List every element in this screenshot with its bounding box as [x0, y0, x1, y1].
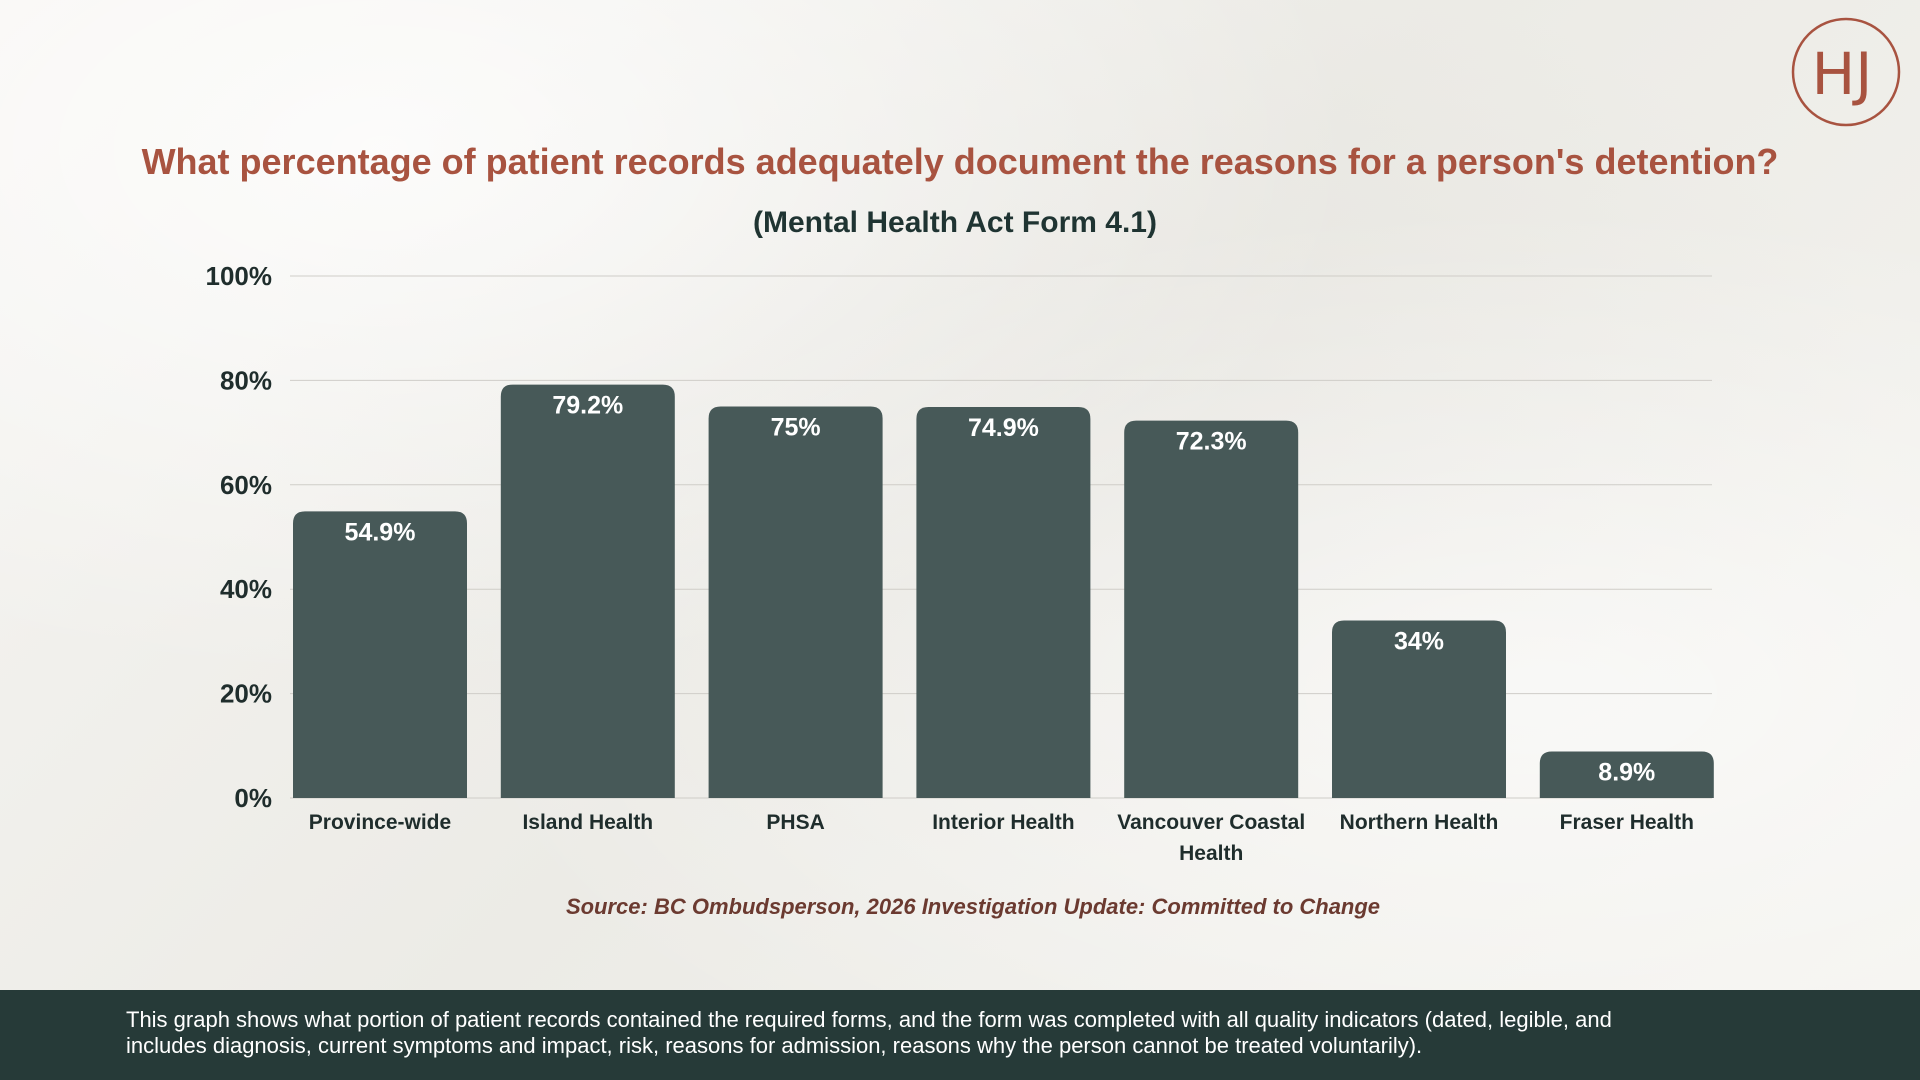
x-tick-label: Fraser Health: [1560, 811, 1694, 834]
x-axis-labels: Province-wide Island Health PHSA Interior H…: [309, 811, 1694, 865]
bar-fraser-health: [1539, 751, 1714, 798]
chart-title: What percentage of patient records adequ…: [142, 141, 1779, 182]
x-tick-label: Northern Health: [1340, 811, 1499, 834]
bar-value-label: 79.2%: [552, 392, 623, 420]
x-tick-label: Vancouver Coastal Health: [1117, 811, 1305, 865]
bar-northern-health: [1332, 620, 1506, 798]
footer-note: This graph shows what portion of patient…: [126, 1007, 1826, 1059]
source-note: Source: BC Ombudsperson, 2026 Investigat…: [566, 894, 1380, 919]
bar-island-health: [500, 384, 675, 798]
bar-interior-health: [916, 407, 1091, 798]
x-tick-label-line: Province-wide: [309, 811, 451, 834]
hj-logo: HJ: [1791, 17, 1901, 127]
footer-note-line-1: This graph shows what portion of patient…: [126, 1007, 1612, 1032]
bar-value-label: 74.9%: [968, 414, 1039, 442]
y-tick-label: 40%: [220, 574, 272, 604]
footer-note-line-2: includes diagnosis, current symptoms and…: [126, 1033, 1423, 1058]
x-tick-label: PHSA: [766, 811, 824, 834]
chart-subtitle: (Mental Health Act Form 4.1): [753, 206, 1157, 239]
x-tick-label-line: PHSA: [766, 811, 824, 834]
bar-value-label: 34%: [1394, 628, 1444, 656]
y-tick-label: 60%: [220, 470, 272, 500]
logo-ring: [1791, 17, 1901, 127]
x-tick-label: Province-wide: [309, 811, 451, 834]
y-tick-label: 0%: [234, 783, 272, 813]
bar-province-wide: [293, 511, 467, 798]
bar-value-label: 8.9%: [1598, 759, 1655, 787]
footer-bar: [0, 990, 1920, 1080]
bar-vancouver-coastal-health: [1124, 420, 1299, 798]
y-tick-label: 20%: [220, 679, 272, 709]
bar-value-label: 54.9%: [345, 518, 416, 546]
x-tick-label-line: Health: [1179, 842, 1243, 865]
x-tick-label-line: Interior Health: [932, 811, 1074, 834]
x-tick-label-line: Fraser Health: [1560, 811, 1694, 834]
x-tick-label-line: Island Health: [522, 811, 653, 834]
bar-phsa: [708, 406, 883, 798]
bar-value-label: 72.3%: [1176, 428, 1247, 456]
x-tick-label: Island Health: [522, 811, 653, 834]
bars: [293, 384, 1714, 798]
y-tick-label: 100%: [206, 261, 273, 291]
x-tick-label: Interior Health: [932, 811, 1074, 834]
logo-letters: HJ: [1812, 40, 1873, 108]
bar-chart: What percentage of patient records adequ…: [142, 141, 1779, 919]
bar-value-labels: 54.9% 79.2% 75% 74.9% 72.3% 34% 8.9%: [345, 392, 1656, 787]
y-tick-label: 80%: [220, 365, 272, 395]
y-axis-ticks: 0% 20% 40% 60% 80% 100%: [206, 261, 273, 813]
x-tick-label-line: Vancouver Coastal: [1117, 811, 1305, 834]
bar-value-label: 75%: [771, 414, 821, 442]
x-tick-label-line: Northern Health: [1340, 811, 1499, 834]
